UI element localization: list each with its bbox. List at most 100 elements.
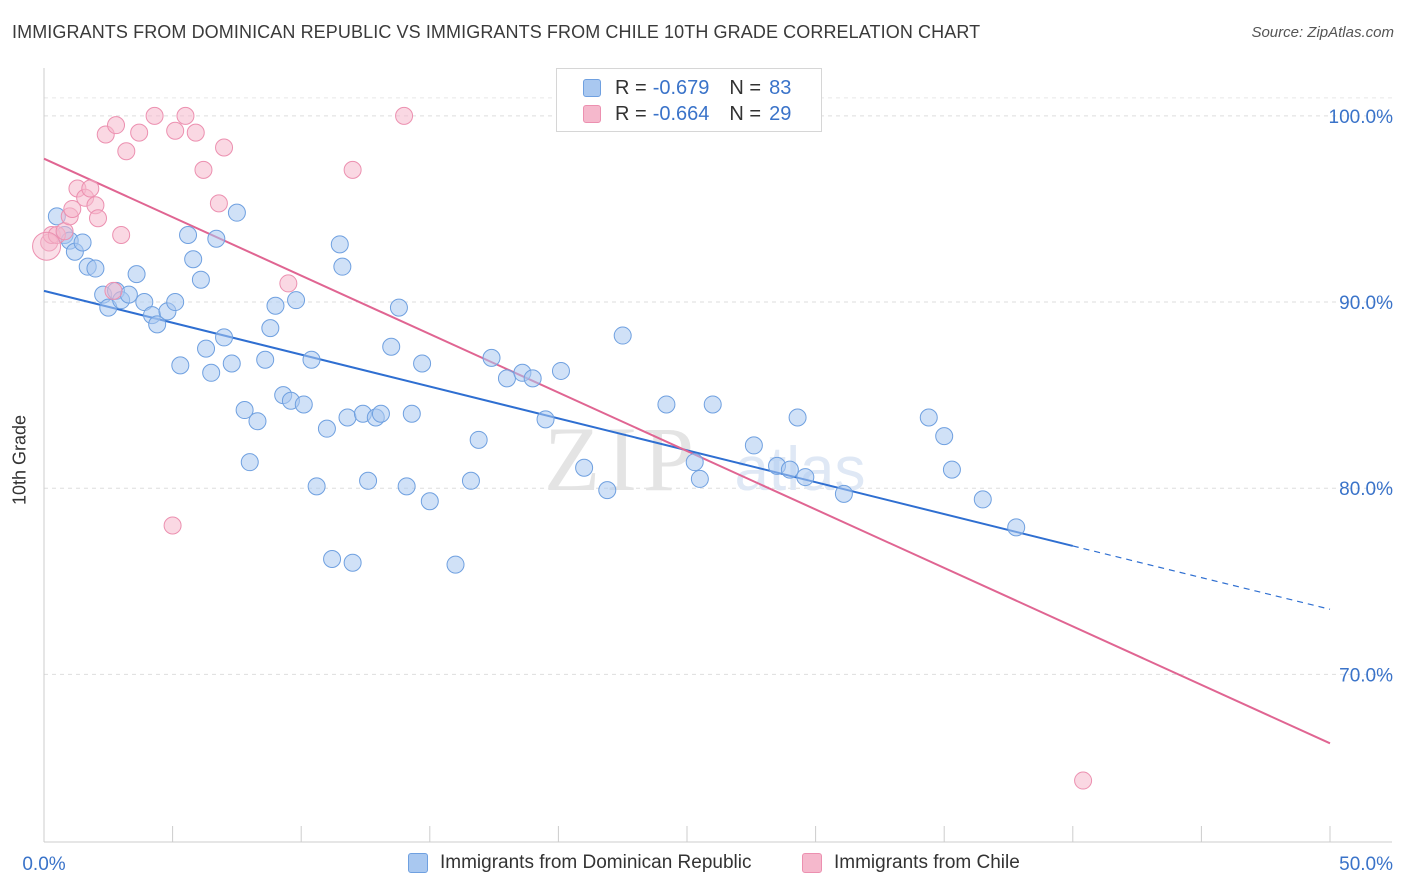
data-point-dominican xyxy=(420,492,439,511)
data-point-chile xyxy=(130,123,149,142)
legend-item-chile[interactable]: Immigrants from Chile xyxy=(802,852,1020,874)
data-point-dominican xyxy=(1007,518,1026,537)
data-point-dominican xyxy=(469,430,488,449)
n-value: 83 xyxy=(769,76,792,99)
data-point-dominican xyxy=(266,296,285,315)
data-point-chile xyxy=(215,138,234,157)
legend-item-dominican[interactable]: Immigrants from Dominican Republic xyxy=(408,852,752,874)
data-point-dominican xyxy=(796,468,815,487)
watermark-zip: ZIP xyxy=(544,408,700,510)
data-point-dominican xyxy=(575,458,594,477)
data-point-dominican xyxy=(197,339,216,358)
y-tick-label: 90.0% xyxy=(1339,293,1393,314)
data-point-dominican xyxy=(240,453,259,472)
y-tick-label: 80.0% xyxy=(1339,479,1393,500)
data-point-dominican xyxy=(256,350,275,369)
trend-lines xyxy=(43,157,1331,745)
r-value: -0.664 xyxy=(652,102,710,125)
data-point-chile xyxy=(209,194,228,213)
data-point-dominican xyxy=(202,363,221,382)
data-point-dominican xyxy=(222,354,241,373)
data-point-dominican xyxy=(215,328,234,347)
data-point-dominican xyxy=(294,395,313,414)
legend-swatch-dominican xyxy=(583,79,601,97)
data-point-chile xyxy=(194,160,213,179)
r-label: R = xyxy=(615,102,647,125)
data-point-chile xyxy=(89,209,108,228)
trend-line-chile xyxy=(43,157,1331,745)
legend-row-dominican: R = -0.679 N = 83 xyxy=(583,75,791,101)
data-point-chile xyxy=(107,116,126,135)
trend-line-dominican xyxy=(43,289,1074,547)
data-point-chile xyxy=(1074,771,1093,790)
data-point-dominican xyxy=(359,471,378,490)
data-point-dominican xyxy=(685,453,704,472)
data-point-dominican xyxy=(191,270,210,289)
y-tick-label: 70.0% xyxy=(1339,665,1393,686)
data-point-dominican xyxy=(834,484,853,503)
y-axis-label: 10th Grade xyxy=(9,414,30,506)
x-tick-label: 0.0% xyxy=(22,854,65,875)
data-point-dominican xyxy=(788,408,807,427)
data-point-dominican xyxy=(287,291,306,310)
data-point-chile xyxy=(176,106,195,125)
data-point-chile xyxy=(117,142,136,161)
trend-extension-dominican xyxy=(1072,545,1331,610)
data-point-dominican xyxy=(551,361,570,380)
data-point-chile xyxy=(145,106,164,125)
data-points xyxy=(32,106,1093,790)
data-point-dominican xyxy=(402,404,421,423)
data-point-dominican xyxy=(227,203,246,222)
data-point-dominican xyxy=(73,233,92,252)
series-legend: Immigrants from Dominican Republic Immig… xyxy=(0,852,1406,878)
data-point-dominican xyxy=(446,555,465,574)
data-point-dominican xyxy=(523,369,542,388)
axes xyxy=(43,68,1392,843)
data-point-chile xyxy=(104,281,123,300)
legend-swatch-chile xyxy=(583,105,601,123)
data-point-dominican xyxy=(703,395,722,414)
data-point-chile xyxy=(343,160,362,179)
data-point-dominican xyxy=(780,460,799,479)
data-point-dominican xyxy=(207,229,226,248)
data-point-chile xyxy=(186,123,205,142)
data-point-dominican xyxy=(613,326,632,345)
data-point-dominican xyxy=(184,250,203,269)
data-point-dominican xyxy=(482,348,501,367)
data-point-chile xyxy=(163,516,182,535)
data-point-chile xyxy=(112,226,131,245)
data-point-chile xyxy=(81,179,100,198)
legend-row-chile: R = -0.664 N = 29 xyxy=(583,101,791,127)
data-point-dominican xyxy=(497,369,516,388)
data-point-dominican xyxy=(690,469,709,488)
data-point-dominican xyxy=(919,408,938,427)
legend-swatch-dominican xyxy=(408,853,428,873)
data-point-dominican xyxy=(119,285,138,304)
data-point-dominican xyxy=(382,337,401,356)
data-point-dominican xyxy=(235,401,254,420)
data-point-chile xyxy=(279,274,298,293)
data-point-dominican xyxy=(371,404,390,423)
data-point-dominican xyxy=(171,356,190,375)
data-point-dominican xyxy=(317,419,336,438)
legend-swatch-chile xyxy=(802,853,822,873)
chart-title: IMMIGRANTS FROM DOMINICAN REPUBLIC VS IM… xyxy=(12,22,981,42)
data-point-chile xyxy=(166,121,185,140)
data-point-dominican xyxy=(148,315,167,334)
data-point-chile xyxy=(32,231,62,261)
legend-label-dominican: Immigrants from Dominican Republic xyxy=(440,852,752,873)
data-point-dominican xyxy=(248,412,267,431)
data-point-chile xyxy=(395,106,414,125)
grid-lines xyxy=(44,97,1392,675)
x-tick-label: 50.0% xyxy=(1339,854,1393,875)
data-point-dominican xyxy=(338,408,357,427)
n-label: N = xyxy=(729,76,762,99)
data-point-dominican xyxy=(333,257,352,276)
data-point-dominican xyxy=(179,226,198,245)
y-tick-label: 100.0% xyxy=(1329,107,1394,128)
legend-label-chile: Immigrants from Chile xyxy=(834,852,1020,873)
data-point-dominican xyxy=(330,235,349,254)
data-point-dominican xyxy=(323,549,342,568)
data-point-dominican xyxy=(598,481,617,500)
data-point-dominican xyxy=(343,553,362,572)
